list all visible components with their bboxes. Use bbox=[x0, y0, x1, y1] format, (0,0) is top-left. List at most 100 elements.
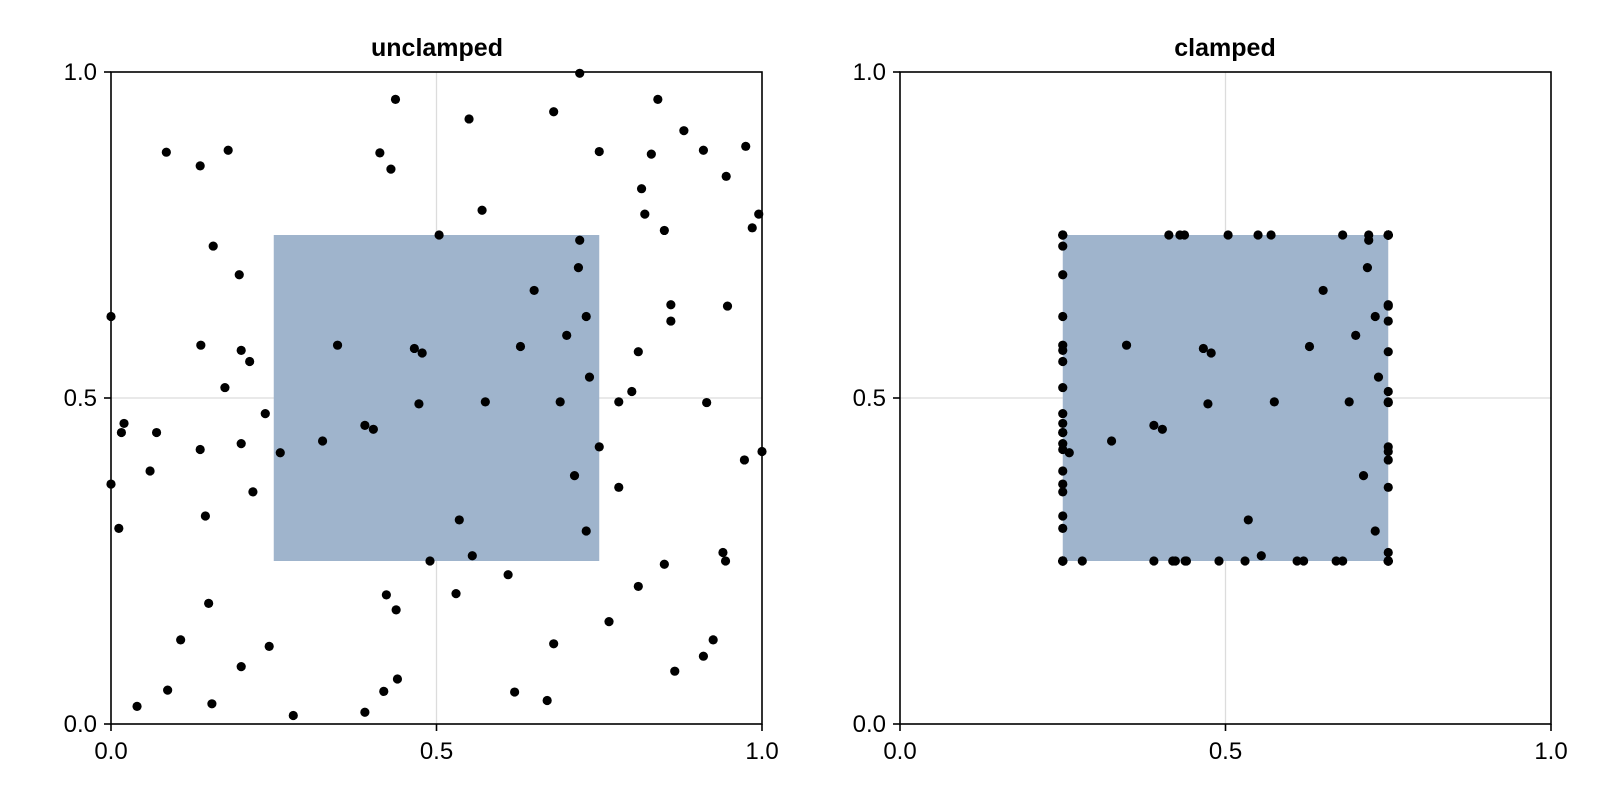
data-point bbox=[360, 420, 370, 430]
axis-ticks bbox=[893, 71, 1552, 731]
data-point bbox=[1253, 230, 1263, 240]
data-point bbox=[176, 635, 186, 645]
data-point bbox=[594, 442, 604, 452]
data-point bbox=[636, 184, 647, 194]
data-point bbox=[1077, 556, 1087, 566]
data-point bbox=[1058, 270, 1068, 280]
data-point bbox=[633, 581, 643, 592]
data-point bbox=[1362, 263, 1373, 273]
data-point bbox=[569, 470, 580, 481]
data-point bbox=[208, 241, 218, 251]
data-point bbox=[207, 699, 217, 709]
data-point bbox=[454, 515, 464, 525]
data-point bbox=[614, 482, 624, 492]
data-point bbox=[1058, 382, 1068, 393]
data-point bbox=[1058, 466, 1068, 476]
chart-title: clamped bbox=[1174, 34, 1275, 62]
x-tick-label-1: 0.5 bbox=[1209, 738, 1242, 765]
data-point bbox=[1383, 386, 1393, 397]
x-tick-label-0: 0.0 bbox=[94, 738, 127, 765]
data-point bbox=[640, 209, 650, 219]
data-point bbox=[1338, 230, 1348, 240]
data-point bbox=[195, 161, 205, 171]
data-point bbox=[234, 270, 244, 280]
data-point bbox=[679, 126, 689, 136]
data-point bbox=[549, 107, 559, 117]
data-point bbox=[275, 448, 285, 458]
data-point bbox=[114, 523, 124, 534]
data-point bbox=[1358, 470, 1369, 481]
data-point bbox=[236, 345, 246, 356]
data-point bbox=[584, 372, 595, 382]
data-point bbox=[1318, 285, 1328, 296]
data-point bbox=[1058, 523, 1068, 534]
data-point bbox=[360, 707, 370, 717]
data-point bbox=[1106, 436, 1117, 446]
data-point bbox=[1383, 482, 1393, 492]
data-point bbox=[1058, 241, 1068, 251]
data-point bbox=[581, 311, 591, 322]
data-point bbox=[1266, 230, 1276, 240]
data-point bbox=[464, 114, 474, 124]
data-point bbox=[151, 427, 162, 438]
data-point bbox=[163, 685, 173, 695]
data-point bbox=[1058, 479, 1068, 489]
highlight-rect bbox=[273, 235, 600, 561]
data-point bbox=[1058, 418, 1068, 429]
data-point bbox=[1383, 230, 1393, 240]
data-point bbox=[379, 686, 389, 697]
scatter-points bbox=[106, 68, 767, 721]
data-point bbox=[1338, 556, 1348, 566]
axis-ticks bbox=[104, 71, 763, 731]
data-point bbox=[1383, 455, 1393, 465]
data-point bbox=[200, 511, 210, 521]
y-tick-label-2: 1.0 bbox=[853, 59, 886, 86]
data-point bbox=[1206, 348, 1216, 358]
y-tick-label-1: 0.5 bbox=[853, 385, 886, 412]
data-point bbox=[1058, 311, 1068, 322]
data-point bbox=[195, 444, 205, 455]
data-point bbox=[646, 149, 656, 159]
data-point bbox=[119, 418, 129, 429]
data-point bbox=[562, 330, 572, 341]
data-point bbox=[1344, 397, 1354, 407]
data-point bbox=[220, 382, 230, 393]
data-point bbox=[604, 617, 614, 627]
data-point bbox=[1121, 340, 1132, 350]
data-point bbox=[575, 68, 585, 78]
data-point bbox=[614, 397, 624, 407]
data-point bbox=[390, 94, 401, 104]
data-point bbox=[375, 148, 385, 158]
data-point bbox=[317, 436, 328, 446]
data-point bbox=[1198, 343, 1208, 354]
data-point bbox=[627, 386, 637, 397]
data-point bbox=[132, 701, 142, 711]
data-point bbox=[1383, 347, 1393, 357]
data-point bbox=[1058, 439, 1068, 449]
data-point bbox=[659, 225, 669, 236]
data-point bbox=[575, 235, 585, 245]
highlight-rect bbox=[1062, 235, 1389, 561]
data-point bbox=[467, 551, 477, 561]
data-point bbox=[391, 605, 401, 615]
data-point bbox=[633, 347, 643, 357]
data-point bbox=[288, 710, 298, 721]
data-point bbox=[529, 285, 539, 296]
data-point bbox=[659, 559, 669, 569]
data-point bbox=[1304, 341, 1315, 352]
data-point bbox=[1292, 556, 1302, 566]
data-point bbox=[549, 639, 559, 649]
data-point bbox=[1370, 311, 1380, 322]
data-point bbox=[1058, 487, 1068, 497]
panel-unclamped: unclamped 0.0 0.5 1.0 0.0 0.5 1.0 bbox=[64, 34, 779, 765]
data-point bbox=[666, 300, 676, 310]
data-point bbox=[332, 340, 343, 350]
data-point bbox=[720, 556, 731, 566]
data-point bbox=[1351, 330, 1361, 341]
data-point bbox=[653, 94, 663, 104]
data-point bbox=[515, 341, 526, 352]
data-point bbox=[1383, 316, 1393, 326]
x-tick-label-1: 0.5 bbox=[420, 738, 453, 765]
data-point bbox=[555, 397, 565, 407]
y-tick-label-0: 0.0 bbox=[64, 711, 97, 738]
